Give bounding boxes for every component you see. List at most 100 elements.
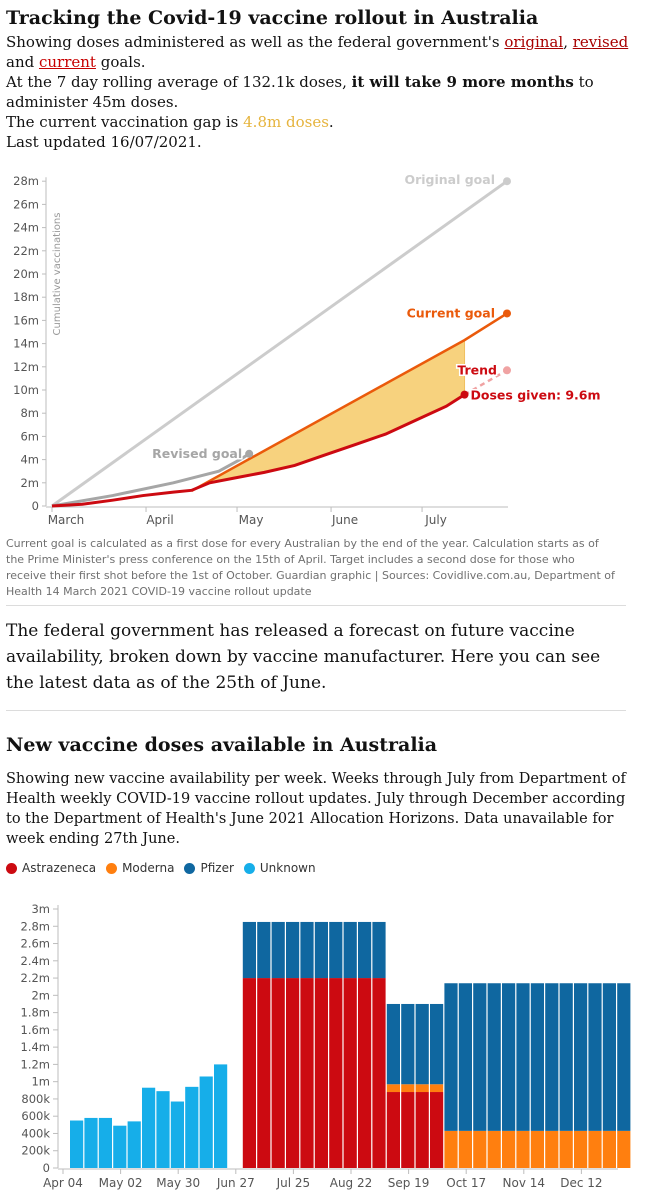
bar-pfizer — [502, 983, 516, 1131]
revised-goal-label: Revised goal — [152, 446, 242, 461]
legend-item: Moderna — [106, 861, 174, 875]
x-tick-label: Jun 27 — [216, 1176, 255, 1190]
bar-astrazeneca — [358, 978, 372, 1168]
y-tick-label: 0 — [32, 499, 39, 513]
forecast-paragraph: The federal government has released a fo… — [6, 621, 601, 693]
gap-text: The current vaccination gap is — [6, 113, 244, 131]
bar-moderna — [487, 1130, 501, 1168]
bar-moderna — [559, 1130, 573, 1168]
y-tick-label: 1.8m — [21, 1006, 51, 1020]
bar-pfizer — [343, 921, 357, 979]
bar-pfizer — [329, 921, 343, 979]
bar-pfizer — [545, 983, 559, 1131]
y-tick-label: 2.6m — [21, 937, 51, 951]
bar-unknown — [214, 1064, 228, 1168]
y-tick-label: 4m — [20, 453, 39, 467]
bar-pfizer — [300, 921, 314, 979]
y-tick-label: 20m — [13, 267, 39, 281]
legend-label: Pfizer — [200, 861, 234, 875]
bar-pfizer — [530, 983, 544, 1131]
subtitle-text: Showing doses administered as well as th… — [6, 33, 505, 51]
original-goal-line — [51, 179, 508, 508]
bar-astrazeneca — [314, 978, 328, 1168]
bar-moderna — [617, 1130, 631, 1168]
bar-astrazeneca — [242, 978, 256, 1168]
bar-pfizer — [516, 983, 530, 1131]
original-goal-label: Original goal — [404, 172, 495, 187]
rolling-average-line: At the 7 day rolling average of 132.1k d… — [6, 72, 636, 112]
x-tick-label: Sep 19 — [388, 1176, 430, 1190]
bar-pfizer — [386, 1003, 400, 1085]
bar-moderna — [530, 1130, 544, 1168]
bar-moderna — [458, 1130, 472, 1168]
bar-moderna — [602, 1130, 616, 1168]
y-tick-label: 6m — [20, 429, 39, 443]
bar-unknown — [127, 1121, 141, 1168]
x-tick-label: Apr 04 — [43, 1176, 83, 1190]
bar-pfizer — [574, 983, 588, 1131]
y-tick-label: 2.2m — [21, 971, 51, 985]
legend-swatch — [184, 862, 196, 874]
divider — [6, 710, 626, 711]
y-tick-label: 28m — [13, 174, 39, 188]
current-goal-line — [190, 312, 508, 493]
legend-item: Astrazeneca — [6, 861, 96, 875]
bar-unknown — [170, 1101, 184, 1168]
subtitle-goals: goals. — [95, 53, 146, 71]
y-tick-label: 2m — [20, 476, 39, 490]
x-tick-label: April — [146, 513, 173, 527]
rolling-average-suffix: to administer 45m doses. — [6, 73, 594, 111]
bar-moderna — [588, 1130, 602, 1168]
weekly-doses-chart: 0 200k 400k 600k 800k 1m 1.2m 1.4m 1.6m 1.8m 2m 2.2… — [21, 902, 631, 1190]
bar-moderna — [415, 1084, 429, 1093]
y-tick-label: 22m — [13, 244, 39, 258]
y-tick-label: 1.6m — [21, 1023, 51, 1037]
y-tick-label: 14m — [13, 337, 39, 351]
bar-pfizer — [286, 921, 300, 979]
series-end-marker — [460, 390, 469, 399]
doses-given-label: Doses given: 9.6m — [471, 388, 601, 403]
x-tick-label: May — [239, 513, 264, 527]
bar-astrazeneca — [257, 978, 271, 1168]
page-title: Tracking the Covid-19 vaccine rollout in… — [6, 7, 539, 29]
bar-pfizer — [271, 921, 285, 979]
y-tick-label: 24m — [13, 221, 39, 235]
section-title: New vaccine doses available in Australia — [6, 734, 438, 756]
bar-pfizer — [444, 983, 458, 1131]
last-updated: Last updated 16/07/2021. — [6, 133, 202, 151]
legend-label: Unknown — [259, 861, 316, 875]
bar-unknown — [70, 1120, 84, 1168]
current-goal-link[interactable]: current — [38, 53, 96, 71]
legend-swatch — [243, 862, 255, 874]
revised-goal-link[interactable]: revised — [572, 33, 629, 51]
y-tick-label: 400k — [21, 1126, 50, 1140]
bar-pfizer — [257, 921, 271, 979]
y-tick-label: 16m — [13, 313, 39, 327]
y-tick-label: 1.2m — [21, 1057, 51, 1071]
bar-moderna — [430, 1084, 444, 1093]
series-end-marker — [503, 177, 511, 186]
revised-goal-line — [51, 452, 250, 508]
y-tick-label: 2.8m — [21, 919, 51, 933]
gap-line: The current vaccination gap is 4.8m dose… — [6, 112, 636, 132]
y-tick-label: 1.4m — [21, 1040, 51, 1054]
y-axis-label: Cumulative vaccinations — [52, 213, 63, 336]
bar-astrazeneca — [372, 978, 386, 1168]
bar-unknown — [199, 1076, 213, 1168]
bar-pfizer — [473, 983, 487, 1131]
y-tick-label: 10m — [13, 383, 39, 397]
y-tick-label: 800k — [21, 1092, 50, 1106]
bar-unknown — [98, 1117, 112, 1168]
header-subtitle: Showing doses administered as well as th… — [6, 32, 636, 72]
gap-suffix: . — [328, 113, 334, 131]
original-goal-link[interactable]: original — [504, 33, 564, 51]
series-end-marker — [503, 366, 511, 375]
trend-line — [463, 369, 508, 396]
bar-unknown — [113, 1125, 127, 1168]
series-end-marker — [503, 309, 511, 318]
y-tick-label: 18m — [13, 290, 39, 304]
header: Tracking the Covid-19 vaccine rollout in… — [6, 4, 636, 152]
bar-pfizer — [430, 1003, 444, 1085]
subtitle-and: and — [6, 53, 39, 71]
section-subtitle: Showing new vaccine availability per wee… — [6, 771, 626, 847]
